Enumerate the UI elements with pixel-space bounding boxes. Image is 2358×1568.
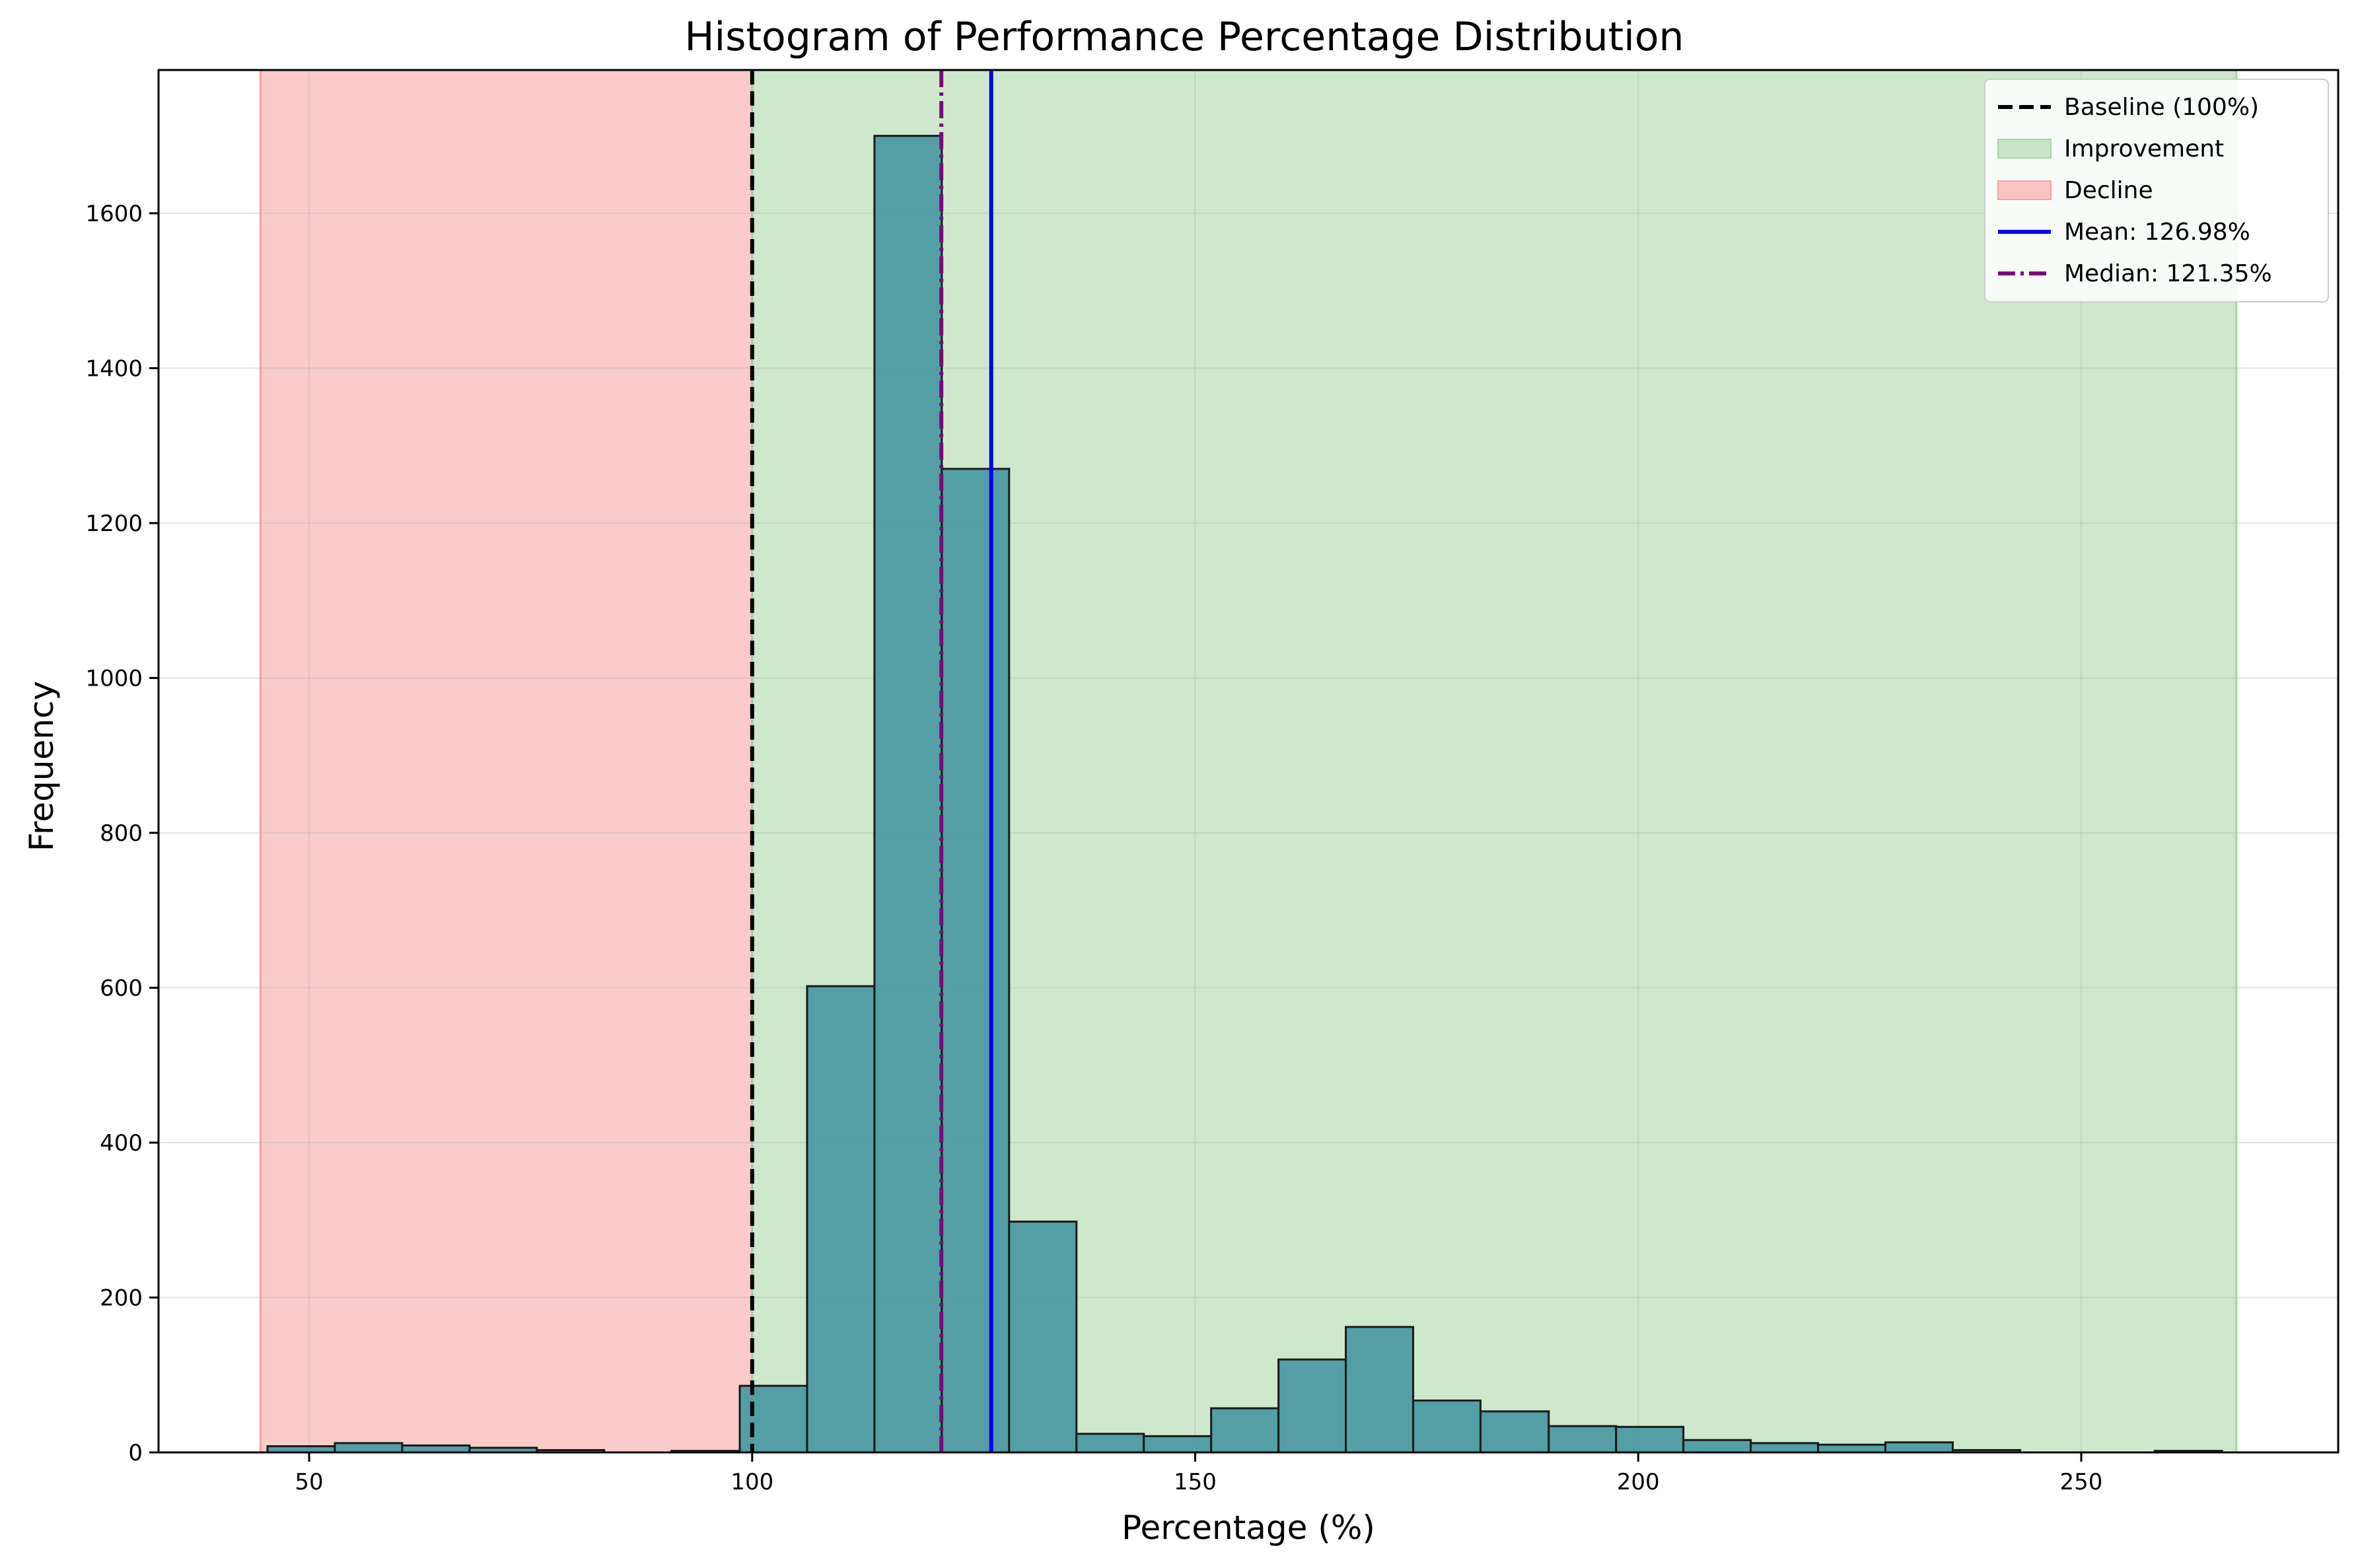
- histogram-bar: [1615, 1425, 1685, 1454]
- y-tick-label: 600: [100, 975, 143, 1001]
- histogram-bar: [738, 1384, 808, 1454]
- y-tick-label: 400: [100, 1130, 143, 1157]
- histogram-bar: [941, 468, 1011, 1454]
- axes: 50 100 150 200 250 0 200 400 600 800 1000 1200 1400 1…: [85, 69, 2340, 1495]
- region-decline: [260, 70, 752, 1452]
- histogram-bar: [1277, 1358, 1347, 1454]
- legend-swatch: [1997, 180, 2052, 200]
- x-tick-label: 200: [1617, 1469, 1660, 1495]
- legend-box: [1984, 79, 2329, 303]
- histogram-bar: [1548, 1425, 1618, 1454]
- histogram-bar: [401, 1444, 471, 1454]
- y-tick-label: 200: [100, 1285, 143, 1311]
- x-tick-label: 100: [731, 1469, 773, 1495]
- histogram-bar: [1750, 1442, 1820, 1454]
- y-axis-title: Frequency: [22, 681, 61, 851]
- histogram-bar: [873, 135, 943, 1454]
- x-tick-label: 250: [2060, 1469, 2103, 1495]
- x-tick-label: 50: [295, 1469, 323, 1495]
- y-tick-label: 0: [128, 1440, 143, 1466]
- reference-lines: [750, 70, 993, 1452]
- legend-label: Improvement: [2064, 135, 2224, 162]
- histogram-bar: [1479, 1410, 1550, 1454]
- y-tick-label: 1400: [85, 355, 143, 382]
- plot-frame: [157, 69, 2340, 1454]
- histogram-bar: [1075, 1433, 1145, 1454]
- histogram-bar: [1412, 1399, 1482, 1454]
- chart-title: Histogram of Performance Percentage Dist…: [684, 14, 1684, 60]
- y-tick-label: 800: [100, 820, 143, 847]
- y-tick-label: 1600: [85, 201, 143, 227]
- histogram-bar: [334, 1442, 404, 1454]
- x-axis-title: Percentage (%): [1122, 1509, 1375, 1547]
- histogram-bar: [1210, 1407, 1280, 1454]
- histogram-bar: [1345, 1326, 1415, 1454]
- y-tick-label: 1000: [85, 665, 143, 692]
- legend-label: Decline: [2064, 177, 2153, 204]
- histogram-bar: [1884, 1441, 1954, 1454]
- y-tick-label: 1200: [85, 511, 143, 537]
- legend: Baseline (100%) Improvement Decline Mean: 1…: [1984, 79, 2329, 303]
- histogram-bar: [1143, 1435, 1213, 1454]
- histogram-bar: [1682, 1439, 1752, 1454]
- histogram-bar: [1817, 1443, 1887, 1454]
- legend-label: Baseline (100%): [2064, 94, 2259, 121]
- legend-swatch: [1997, 139, 2052, 159]
- legend-label: Median: 121.35%: [2064, 260, 2272, 287]
- shaded-regions: [259, 70, 2238, 1452]
- histogram-bar: [806, 985, 876, 1454]
- legend-label: Mean: 126.98%: [2064, 219, 2250, 246]
- histogram-bars: [266, 135, 2223, 1454]
- x-tick-label: 150: [1174, 1469, 1217, 1495]
- histogram-bar: [1008, 1221, 1078, 1454]
